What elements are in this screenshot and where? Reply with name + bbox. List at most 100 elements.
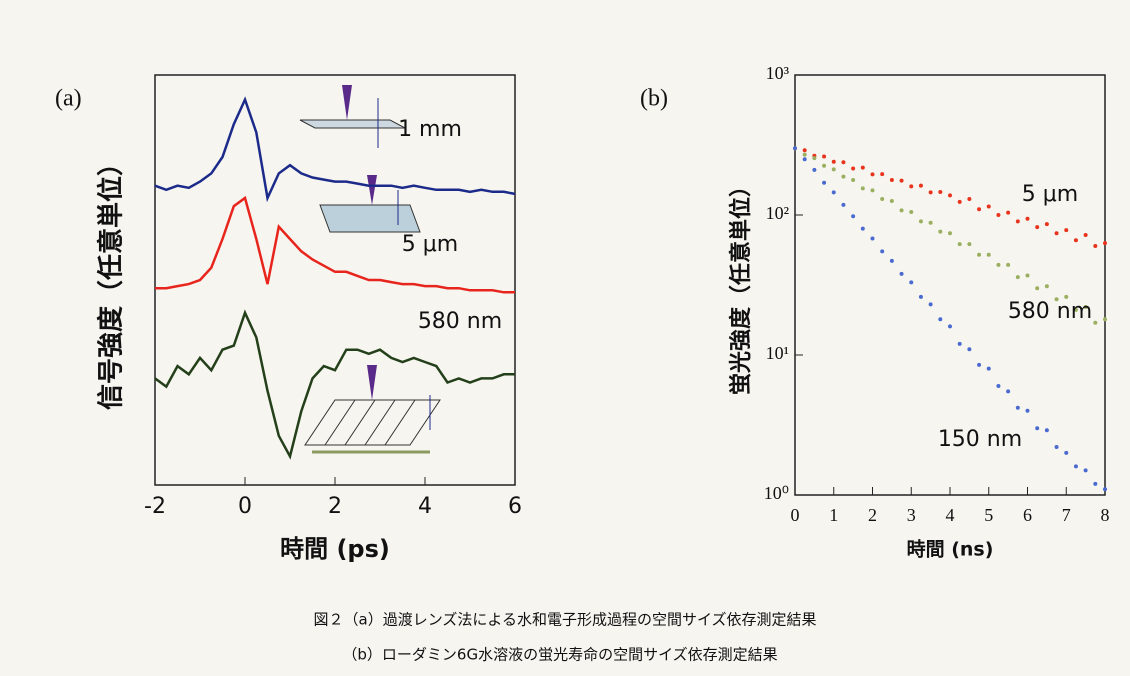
series-label: 5 μm [402,232,458,257]
caption: 図２（a）過渡レンズ法による水和電子形成過程の空間サイズ依存測定結果 [314,611,817,629]
point [900,272,904,276]
y-tick-label: 10⁰ [764,483,789,503]
point [803,157,807,161]
point [1093,482,1097,486]
y-axis-label: 信号強度（任意単位） [96,150,127,410]
point [890,199,894,203]
point [958,242,962,246]
x-tick-label: 4 [418,494,432,519]
x-tick-label: 0 [238,494,252,519]
point [1055,231,1059,235]
point [948,193,952,197]
point [832,190,836,194]
point [841,175,845,179]
panel-label: (b) [640,86,668,112]
x-tick-label: 7 [1062,505,1071,525]
point [861,186,865,190]
point [832,160,836,164]
point [861,227,865,231]
point [958,342,962,346]
point [803,148,807,152]
x-tick-label: 2 [868,505,877,525]
point [1006,211,1010,215]
x-tick-label: 6 [1023,505,1032,525]
x-tick-label: 6 [508,494,522,519]
series-label: 580 nm [418,309,502,334]
point [1055,445,1059,449]
point [1093,321,1097,325]
point [1045,222,1049,226]
point [909,280,913,284]
point [929,302,933,306]
point [1016,406,1020,410]
x-axis-label: 時間 (ps) [280,535,390,563]
point [938,230,942,234]
point [900,208,904,212]
point [1016,219,1020,223]
point [1064,228,1068,232]
point [880,249,884,253]
point [929,190,933,194]
point [822,164,826,168]
point [851,166,855,170]
x-tick-label: 5 [984,505,993,525]
point [938,190,942,194]
point [871,172,875,176]
point [890,259,894,263]
point [861,166,865,170]
series-label: 580 nm [1008,299,1092,324]
point [977,253,981,257]
x-tick-label: -2 [144,494,166,519]
point [871,236,875,240]
point [793,146,797,150]
point [832,167,836,171]
point [1006,389,1010,393]
x-tick-label: 2 [328,494,342,519]
point [919,184,923,188]
point [1035,225,1039,229]
point [996,263,1000,267]
x-tick-label: 0 [791,505,800,525]
point [1006,263,1010,267]
point [851,214,855,218]
point [1103,487,1107,491]
y-tick-label: 10¹ [766,343,789,363]
series-label: 1 mm [398,117,462,142]
x-axis-label: 時間 (ns) [907,539,994,561]
point [1084,468,1088,472]
point [909,210,913,214]
point [1093,244,1097,248]
point [812,156,816,160]
point [987,367,991,371]
point [967,347,971,351]
y-tick-label: 10² [766,203,789,223]
point [822,181,826,185]
caption: （b）ローダミン6G水溶液の蛍光寿命の空間サイズ依存測定結果 [342,646,777,664]
point [909,184,913,188]
y-axis-label: 蛍光強度（任意単位） [728,175,754,395]
point [880,197,884,201]
point [1035,426,1039,430]
point [803,153,807,157]
point [812,168,816,172]
point [1074,238,1078,242]
point [1026,217,1030,221]
x-tick-label: 8 [1101,505,1110,525]
point [929,221,933,225]
point [1026,409,1030,413]
point [996,384,1000,388]
point [987,253,991,257]
point [851,178,855,182]
point [1026,273,1030,277]
y-tick-label: 10³ [766,63,790,83]
point [1064,451,1068,455]
series-label: 5 μm [1022,182,1078,207]
point [1074,464,1078,468]
point [1084,233,1088,237]
point [967,242,971,246]
x-tick-label: 3 [907,505,916,525]
point [919,219,923,223]
point [1045,284,1049,288]
point [900,179,904,183]
point [958,200,962,204]
